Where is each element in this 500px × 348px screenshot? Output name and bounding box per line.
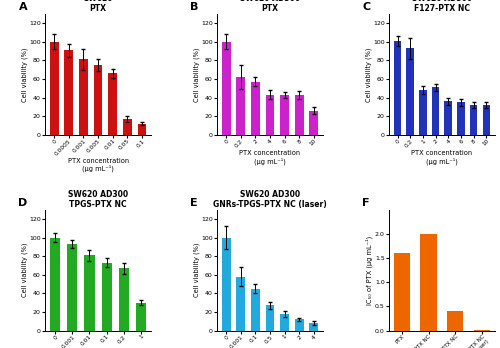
- Bar: [266, 95, 274, 135]
- Bar: [50, 238, 60, 331]
- Title: SW620 AD300
F127-PTX NC: SW620 AD300 F127-PTX NC: [412, 0, 472, 13]
- Title: SW620 AD300
GNRs-TPGS-PTX NC (laser): SW620 AD300 GNRs-TPGS-PTX NC (laser): [213, 190, 327, 209]
- Bar: [470, 105, 478, 135]
- Bar: [394, 253, 410, 331]
- Text: B: B: [190, 2, 199, 12]
- X-axis label: PTX concentration
(μg mL⁻¹): PTX concentration (μg mL⁻¹): [412, 150, 472, 165]
- Bar: [444, 101, 452, 135]
- Bar: [67, 244, 78, 331]
- Title: SW620 AD300
TPGS-PTX NC: SW620 AD300 TPGS-PTX NC: [68, 190, 128, 209]
- Bar: [310, 323, 318, 331]
- Bar: [406, 48, 414, 135]
- X-axis label: PTX concentration
(μg mL⁻¹): PTX concentration (μg mL⁻¹): [240, 150, 300, 165]
- X-axis label: PTX concentration
(μg mL⁻¹): PTX concentration (μg mL⁻¹): [68, 158, 128, 173]
- Bar: [84, 255, 94, 331]
- Bar: [251, 82, 260, 135]
- Text: A: A: [18, 2, 27, 12]
- Bar: [266, 306, 274, 331]
- Bar: [236, 77, 245, 135]
- Bar: [222, 238, 230, 331]
- Bar: [79, 60, 88, 135]
- Bar: [236, 277, 245, 331]
- Bar: [280, 314, 289, 331]
- Bar: [64, 50, 73, 135]
- Bar: [280, 95, 289, 135]
- Text: D: D: [18, 198, 28, 208]
- Y-axis label: IC₅₀ of PTX (μg mL⁻¹): IC₅₀ of PTX (μg mL⁻¹): [366, 236, 374, 305]
- Bar: [482, 105, 490, 135]
- Bar: [123, 119, 132, 135]
- Y-axis label: Cell viability (%): Cell viability (%): [365, 47, 372, 102]
- Bar: [419, 90, 426, 135]
- Bar: [50, 42, 58, 135]
- Bar: [474, 330, 490, 331]
- Bar: [295, 95, 304, 135]
- Text: C: C: [362, 2, 370, 12]
- Text: E: E: [190, 198, 198, 208]
- Bar: [457, 102, 465, 135]
- Y-axis label: Cell viability (%): Cell viability (%): [193, 243, 200, 298]
- Bar: [420, 234, 436, 331]
- Y-axis label: Cell viability (%): Cell viability (%): [193, 47, 200, 102]
- Bar: [136, 303, 146, 331]
- Bar: [310, 111, 318, 135]
- Bar: [222, 42, 230, 135]
- Title: SW620 AD300
PTX: SW620 AD300 PTX: [240, 0, 300, 13]
- Y-axis label: Cell viability (%): Cell viability (%): [21, 243, 28, 298]
- Bar: [251, 289, 260, 331]
- Bar: [108, 73, 117, 135]
- Bar: [448, 311, 464, 331]
- Title: SW620
PTX: SW620 PTX: [84, 0, 113, 13]
- Bar: [118, 268, 129, 331]
- Bar: [432, 87, 440, 135]
- Bar: [102, 263, 112, 331]
- Bar: [94, 65, 102, 135]
- Bar: [138, 124, 146, 135]
- Bar: [295, 319, 304, 331]
- Y-axis label: Cell viability (%): Cell viability (%): [21, 47, 28, 102]
- Text: F: F: [362, 198, 370, 208]
- Bar: [394, 41, 402, 135]
